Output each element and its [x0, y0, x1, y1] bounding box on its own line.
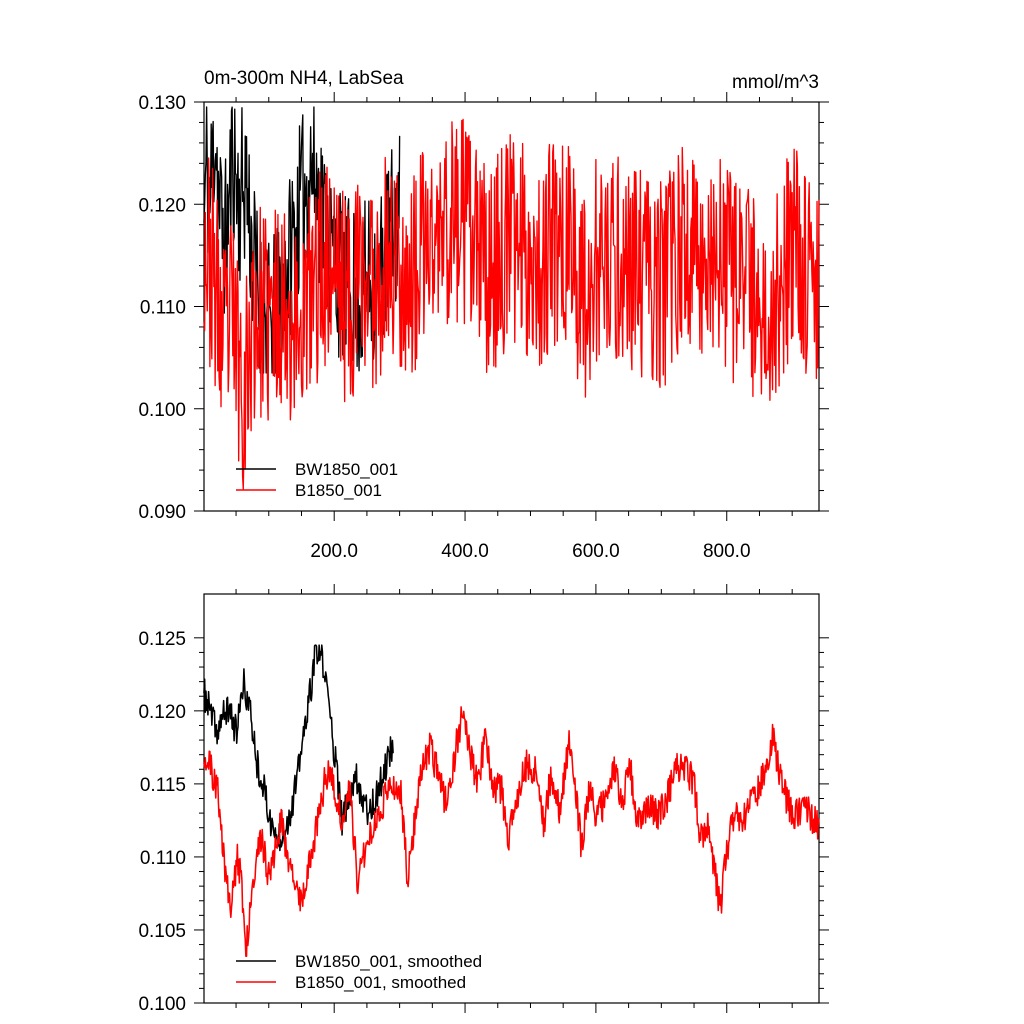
series-line-0 — [203, 644, 394, 852]
series-line-1 — [203, 118, 820, 490]
legend-label-0: BW1850_001, smoothed — [295, 952, 482, 971]
legend-label-0: BW1850_001 — [295, 460, 398, 479]
figure-title-left: 0m-300m NH4, LabSea — [204, 68, 404, 89]
legend-label-1: B1850_001 — [295, 481, 382, 500]
y-tick-label: 0.100 — [138, 400, 186, 421]
y-tick-label: 0.115 — [140, 775, 186, 796]
legend-label-1: B1850_001, smoothed — [295, 973, 466, 992]
x-tick-label: 800.0 — [703, 541, 751, 562]
y-tick-label: 0.110 — [140, 298, 186, 319]
y-tick-label: 0.105 — [138, 921, 186, 942]
y-tick-label: 0.130 — [138, 93, 186, 114]
y-tick-label: 0.120 — [138, 702, 186, 723]
figure-title-right: mmol/m^3 — [732, 72, 819, 93]
bottom-plot-frame — [203, 593, 820, 1004]
y-tick-label: 0.120 — [138, 195, 186, 216]
x-tick-label: 400.0 — [441, 541, 489, 562]
y-tick-label: 0.090 — [138, 502, 186, 523]
y-tick-label: 0.125 — [138, 629, 186, 650]
top-panel: 0.090 0.100 0.110 0.120 0.130 200.0 400.0 600.0… — [138, 92, 829, 562]
series-line-1 — [203, 706, 820, 958]
x-tick-label: 600.0 — [572, 541, 620, 562]
x-tick-label: 200.0 — [310, 541, 358, 562]
y-tick-label: 0.110 — [140, 848, 186, 869]
y-tick-label: 0.100 — [138, 994, 186, 1015]
bottom-panel: 0.100 0.105 0.110 0.115 0.120 0.125 BW1850_001… — [138, 584, 829, 1015]
